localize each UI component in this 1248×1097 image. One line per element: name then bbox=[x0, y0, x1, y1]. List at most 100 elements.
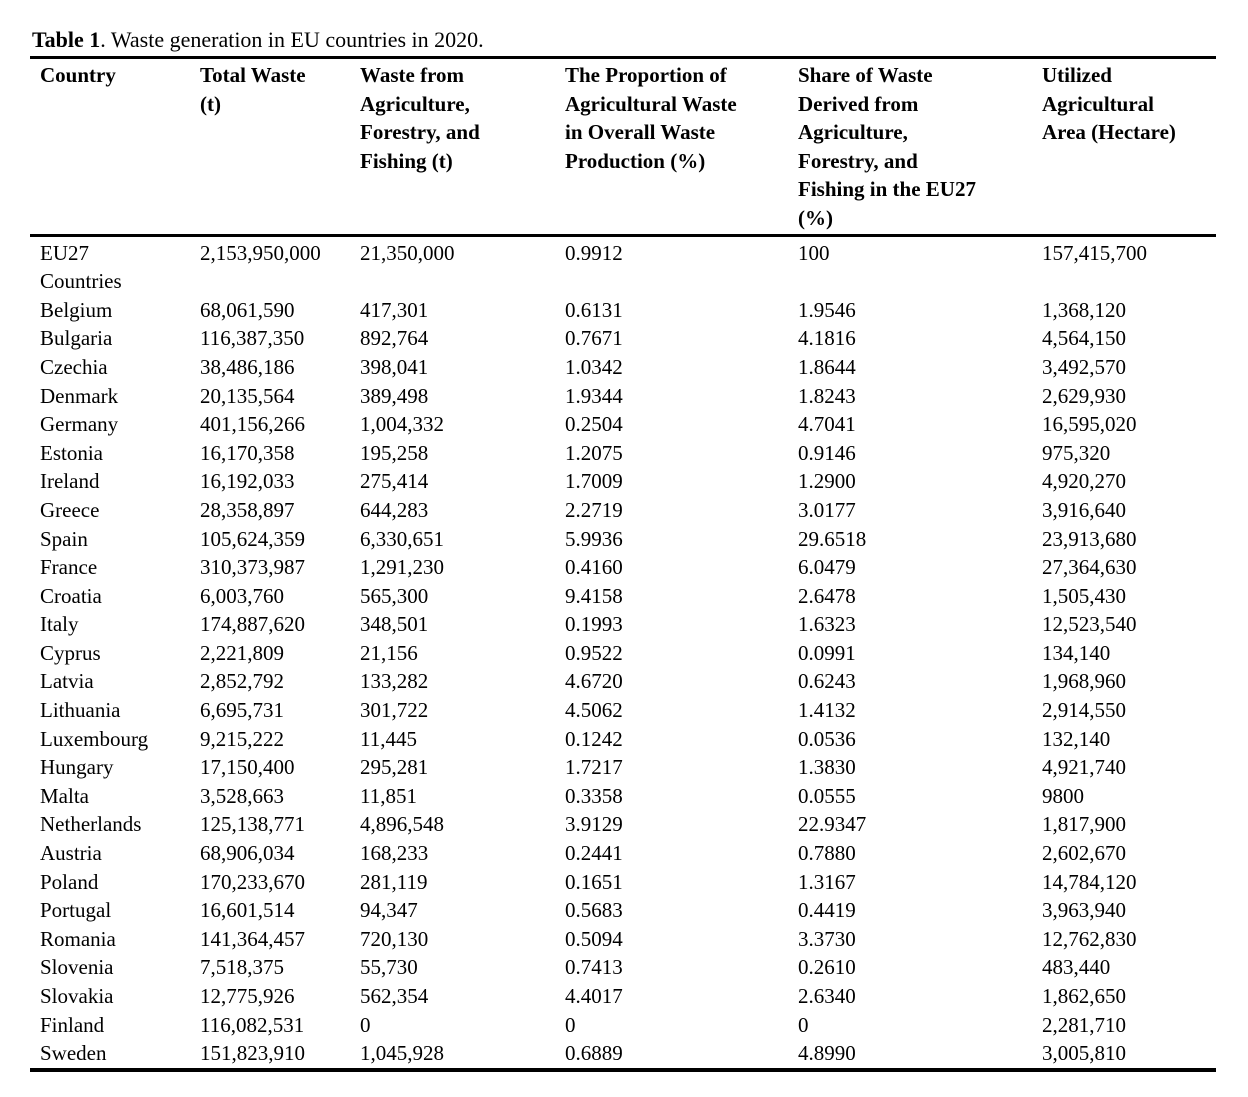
header-row: Country Total Waste (t) Waste from Agric… bbox=[30, 57, 1216, 237]
value-cell: 1.7217 bbox=[565, 755, 623, 780]
value-cell: 0.1993 bbox=[565, 612, 623, 637]
value-cell: 0.6889 bbox=[565, 1041, 623, 1066]
value-cell: 4,920,270 bbox=[1042, 469, 1126, 494]
value-cell: 55,730 bbox=[360, 955, 418, 980]
value-cell: 168,233 bbox=[360, 841, 429, 866]
table-row: Estonia 16,170,358 195,258 1.2075 0.9146 975,… bbox=[30, 439, 1216, 468]
country-cell: Greece bbox=[40, 497, 100, 522]
value-cell: 4,921,740 bbox=[1042, 755, 1126, 780]
value-cell: 0.4419 bbox=[798, 898, 856, 923]
table-row: Czechia 38,486,186 398,041 1.0342 1.8644 3,49… bbox=[30, 353, 1216, 382]
country-cell: Netherlands bbox=[40, 812, 142, 837]
table-row: EU27 Countries 2,153,950,000 21,350,000 0.9… bbox=[30, 235, 1216, 296]
value-cell: 975,320 bbox=[1042, 440, 1111, 465]
table-row: Portugal 16,601,514 94,347 0.5683 0.4419 3,96… bbox=[30, 896, 1216, 925]
value-cell: 11,851 bbox=[360, 783, 417, 808]
value-cell: 12,762,830 bbox=[1042, 926, 1137, 951]
value-cell: 0 bbox=[360, 1012, 371, 1037]
country-cell: Sweden bbox=[40, 1041, 107, 1066]
value-cell: 1,817,900 bbox=[1042, 812, 1126, 837]
value-cell: 4.4017 bbox=[565, 984, 623, 1008]
country-cell: Denmark bbox=[40, 383, 119, 408]
value-cell: 141,364,457 bbox=[200, 926, 305, 951]
value-cell: 11,445 bbox=[360, 726, 417, 751]
value-cell: 134,140 bbox=[1042, 640, 1111, 665]
value-cell: 0 bbox=[565, 1012, 576, 1037]
table-row: Latvia 2,852,792 133,282 4.6720 0.6243 1,968,… bbox=[30, 667, 1216, 696]
value-cell: 116,387,350 bbox=[200, 326, 305, 351]
country-cell: Spain bbox=[40, 526, 88, 551]
value-cell: 562,354 bbox=[360, 984, 429, 1008]
value-cell: 0.4160 bbox=[565, 555, 623, 580]
table-row: Greece 28,358,897 644,283 2.2719 3.0177 3,916… bbox=[30, 496, 1216, 525]
column-header-total-waste: Total Waste (t) bbox=[200, 57, 360, 237]
country-cell: Latvia bbox=[40, 669, 94, 694]
value-cell: 21,156 bbox=[360, 640, 418, 665]
table-row: Cyprus 2,221,809 21,156 0.9522 0.0991 134,140 bbox=[30, 639, 1216, 668]
value-cell: 892,764 bbox=[360, 326, 429, 351]
country-cell: Belgium bbox=[40, 297, 113, 322]
table-row: Slovenia 7,518,375 55,730 0.7413 0.2610 483,4… bbox=[30, 953, 1216, 982]
value-cell: 157,415,700 bbox=[1042, 240, 1147, 265]
column-header-agriculture-waste: Waste from Agriculture, Forestry, and Fi… bbox=[360, 57, 565, 237]
value-cell: 1,968,960 bbox=[1042, 669, 1126, 694]
value-cell: 5.9936 bbox=[565, 526, 623, 551]
value-cell: 2,281,710 bbox=[1042, 1012, 1126, 1037]
table-header: Country Total Waste (t) Waste from Agric… bbox=[30, 57, 1216, 237]
country-cell: Luxembourg bbox=[40, 726, 149, 751]
value-cell: 1,004,332 bbox=[360, 412, 444, 437]
value-cell: 132,140 bbox=[1042, 726, 1111, 751]
value-cell: 105,624,359 bbox=[200, 526, 305, 551]
table-row: Belgium 68,061,590 417,301 0.6131 1.9546 1,36… bbox=[30, 296, 1216, 325]
value-cell: 301,722 bbox=[360, 698, 429, 723]
value-cell: 195,258 bbox=[360, 440, 429, 465]
value-cell: 0.6243 bbox=[798, 669, 856, 694]
value-cell: 0.3358 bbox=[565, 783, 623, 808]
value-cell: 38,486,186 bbox=[200, 354, 295, 379]
value-cell: 0.7413 bbox=[565, 955, 623, 980]
value-cell: 100 bbox=[798, 240, 830, 265]
table-row: Netherlands 125,138,771 4,896,548 3.9129 22.… bbox=[30, 810, 1216, 839]
value-cell: 1.0342 bbox=[565, 354, 623, 379]
value-cell: 1.2075 bbox=[565, 440, 623, 465]
value-cell: 0.0555 bbox=[798, 783, 856, 808]
value-cell: 21,350,000 bbox=[360, 240, 455, 265]
value-cell: 295,281 bbox=[360, 755, 429, 780]
value-cell: 12,775,926 bbox=[200, 984, 295, 1008]
value-cell: 1,368,120 bbox=[1042, 297, 1126, 322]
value-cell: 310,373,987 bbox=[200, 555, 305, 580]
value-cell: 3,916,640 bbox=[1042, 497, 1126, 522]
value-cell: 0.2441 bbox=[565, 841, 623, 866]
value-cell: 0.7880 bbox=[798, 841, 856, 866]
value-cell: 4,896,548 bbox=[360, 812, 444, 837]
value-cell: 720,130 bbox=[360, 926, 429, 951]
value-cell: 389,498 bbox=[360, 383, 429, 408]
table-row: Bulgaria 116,387,350 892,764 0.7671 4.1816 4,… bbox=[30, 324, 1216, 353]
value-cell: 0.7671 bbox=[565, 326, 623, 351]
value-cell: 1.2900 bbox=[798, 469, 856, 494]
value-cell: 12,523,540 bbox=[1042, 612, 1137, 637]
value-cell: 1,045,928 bbox=[360, 1041, 444, 1066]
table-row: Romania 141,364,457 720,130 0.5094 3.3730 12,… bbox=[30, 925, 1216, 954]
table-row: Germany 401,156,266 1,004,332 0.2504 4.7041 1… bbox=[30, 410, 1216, 439]
country-cell: Hungary bbox=[40, 755, 114, 780]
value-cell: 151,823,910 bbox=[200, 1041, 305, 1066]
value-cell: 3.9129 bbox=[565, 812, 623, 837]
value-cell: 6,003,760 bbox=[200, 583, 284, 608]
value-cell: 1.8243 bbox=[798, 383, 856, 408]
country-cell: Slovenia bbox=[40, 955, 114, 980]
value-cell: 2.2719 bbox=[565, 497, 623, 522]
table-row: Lithuania 6,695,731 301,722 4.5062 1.4132 2,9… bbox=[30, 696, 1216, 725]
value-cell: 483,440 bbox=[1042, 955, 1111, 980]
value-cell: 2,914,550 bbox=[1042, 698, 1126, 723]
value-cell: 28,358,897 bbox=[200, 497, 295, 522]
value-cell: 0.0991 bbox=[798, 640, 856, 665]
value-cell: 9.4158 bbox=[565, 583, 623, 608]
value-cell: 1.9344 bbox=[565, 383, 623, 408]
value-cell: 4.1816 bbox=[798, 326, 856, 351]
table-row: Austria 68,906,034 168,233 0.2441 0.7880 2,60… bbox=[30, 839, 1216, 868]
table-row: Ireland 16,192,033 275,414 1.7009 1.2900 4,92… bbox=[30, 467, 1216, 496]
column-header-share-eu27: Share of Waste Derived from Agriculture,… bbox=[798, 57, 1042, 237]
value-cell: 68,061,590 bbox=[200, 297, 295, 322]
